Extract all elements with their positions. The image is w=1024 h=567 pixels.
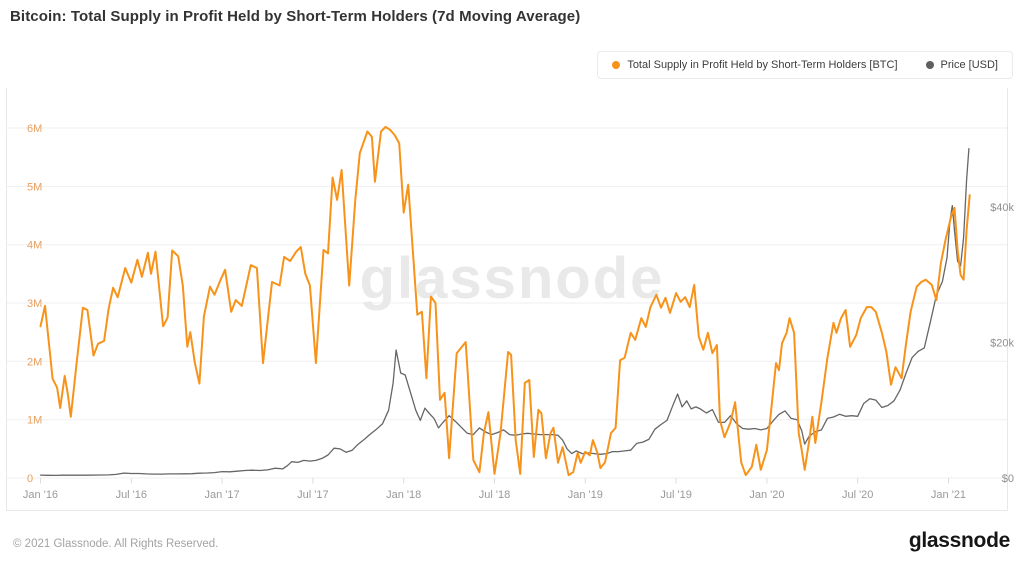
price-line — [39, 148, 970, 477]
legend-item-supply[interactable]: Total Supply in Profit Held by Short-Ter… — [612, 59, 898, 71]
x-axis-label: Jan '20 — [749, 489, 784, 501]
x-axis-label: Jan '16 — [23, 489, 58, 501]
chart-area: glassnode 0 1M 2M 3M 4M 5M 6M $0 $20k $40k Jan '16 J… — [0, 0, 1024, 520]
supply-in-profit-line — [39, 125, 971, 477]
x-axis-label: Jul '17 — [297, 489, 328, 501]
legend: Total Supply in Profit Held by Short-Ter… — [597, 51, 1013, 79]
x-axis-label: Jan '19 — [568, 489, 603, 501]
y-axis-right-label: $20k — [990, 338, 1014, 350]
legend-label-price: Price [USD] — [940, 59, 998, 71]
y-axis-left-label: 2M — [27, 356, 42, 368]
legend-label-supply: Total Supply in Profit Held by Short-Ter… — [627, 59, 898, 71]
legend-swatch-supply-icon — [612, 61, 621, 69]
footer: © 2021 Glassnode. All Rights Reserved. g… — [0, 520, 1024, 567]
glassnode-logo: glassnode — [908, 529, 1010, 552]
page-title: Bitcoin: Total Supply in Profit Held by … — [10, 8, 581, 25]
y-axis-left-label: 6M — [27, 123, 42, 135]
price-supply-chart[interactable]: glassnode 0 1M 2M 3M 4M 5M 6M $0 $20k $40k Jan '16 J… — [0, 0, 1024, 520]
x-axis-label: Jul '16 — [116, 489, 147, 501]
y-axis-left-label: 5M — [27, 181, 42, 193]
y-axis-left-label: 1M — [27, 415, 42, 427]
y-axis-right-label: $0 — [1002, 473, 1014, 485]
legend-item-price[interactable]: Price [USD] — [925, 59, 998, 71]
y-axis-left-label: 4M — [27, 240, 42, 252]
x-axis-label: Jul '18 — [479, 489, 510, 501]
y-axis-right-label: $40k — [990, 202, 1014, 214]
x-axis-label: Jan '21 — [931, 489, 966, 501]
legend-swatch-price-icon — [925, 61, 934, 69]
y-axis-left-label: 3M — [27, 298, 42, 310]
copyright-text: © 2021 Glassnode. All Rights Reserved. — [13, 538, 219, 550]
x-axis-label: Jul '19 — [660, 489, 691, 501]
watermark: glassnode — [360, 246, 665, 311]
x-axis-label: Jul '20 — [842, 489, 873, 501]
x-axis-label: Jan '17 — [205, 489, 240, 501]
x-axis-label: Jan '18 — [386, 489, 421, 501]
y-axis-left-label: 0 — [27, 473, 33, 485]
